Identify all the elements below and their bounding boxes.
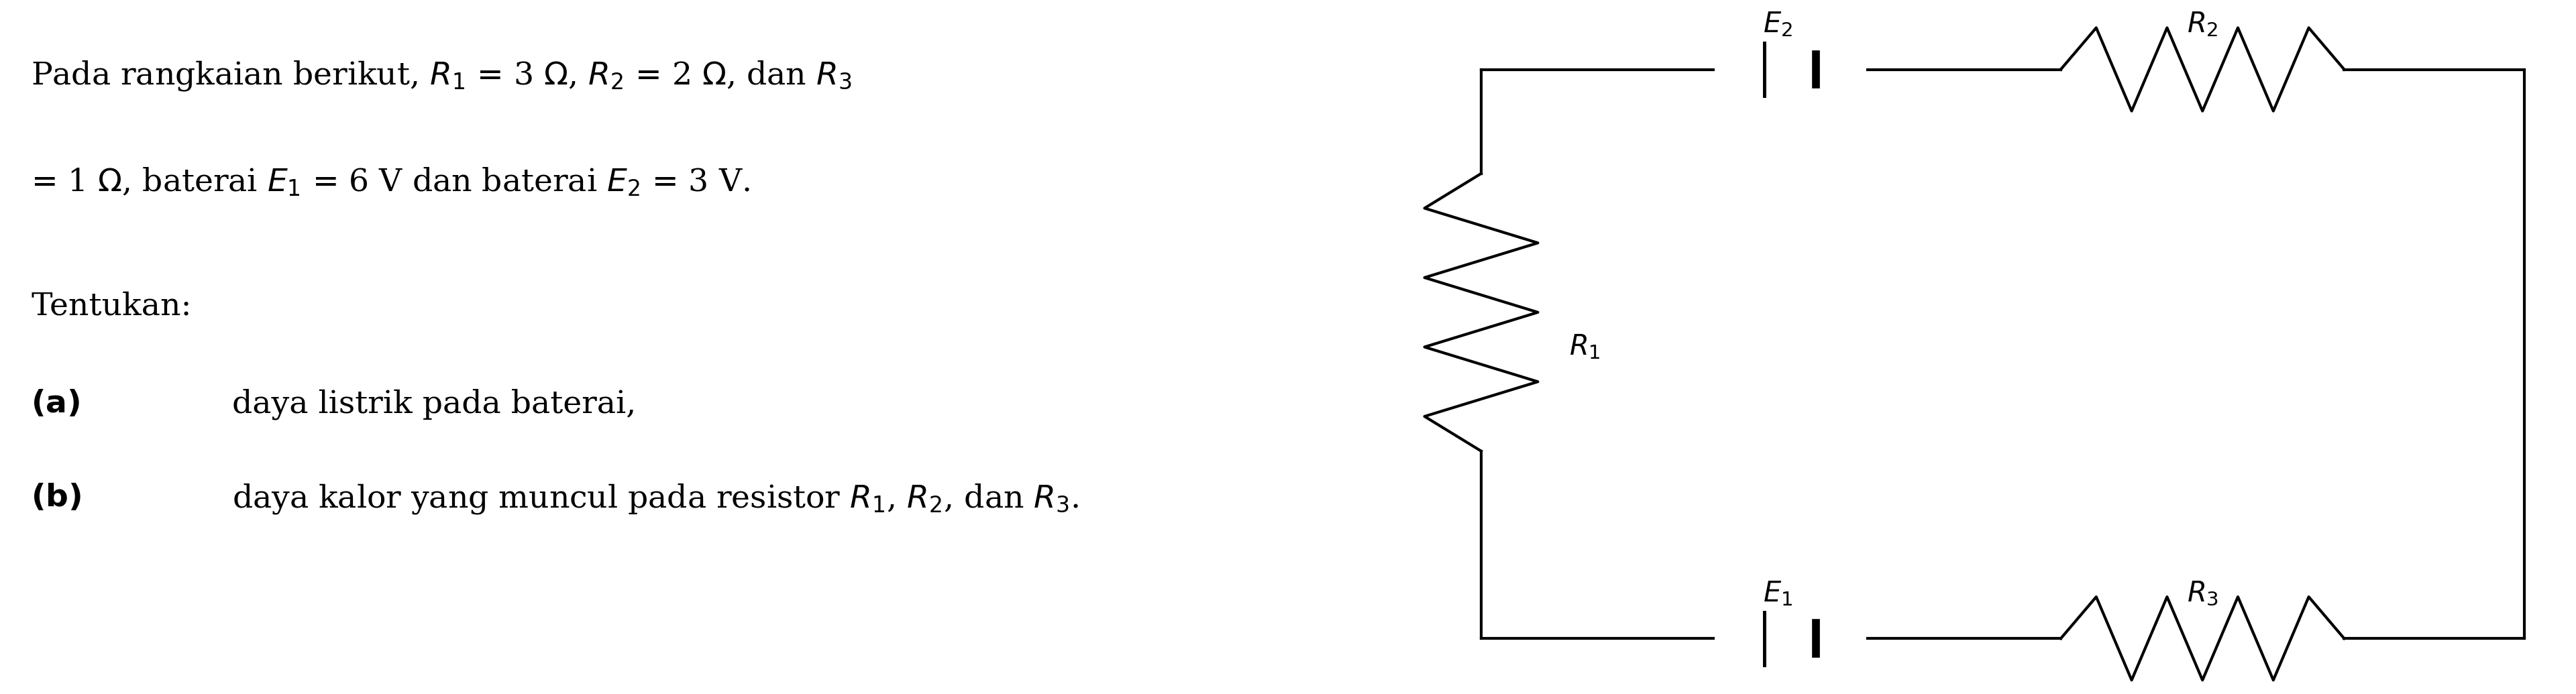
Text: Pada rangkaian berikut, $R_1$ = 3 $\Omega$, $R_2$ = 2 $\Omega$, dan $R_3$: Pada rangkaian berikut, $R_1$ = 3 $\Omeg… [31, 59, 853, 92]
Text: $R_1$: $R_1$ [1569, 333, 1600, 361]
Text: = 1 $\Omega$, baterai $E_1$ = 6 V dan baterai $E_2$ = 3 V.: = 1 $\Omega$, baterai $E_1$ = 6 V dan ba… [31, 167, 750, 198]
Text: $R_2$: $R_2$ [2187, 10, 2218, 38]
Text: $\mathbf{(a)}$: $\mathbf{(a)}$ [31, 389, 80, 419]
Text: $R_3$: $R_3$ [2187, 579, 2218, 607]
Text: $\mathbf{(b)}$: $\mathbf{(b)}$ [31, 482, 82, 513]
Text: Tentukan:: Tentukan: [31, 291, 191, 322]
Text: $E_2$: $E_2$ [1762, 10, 1793, 38]
Text: daya listrik pada baterai,: daya listrik pada baterai, [232, 389, 636, 420]
Text: $E_1$: $E_1$ [1762, 579, 1793, 607]
Text: daya kalor yang muncul pada resistor $R_1$, $R_2$, dan $R_3$.: daya kalor yang muncul pada resistor $R_… [232, 482, 1079, 516]
